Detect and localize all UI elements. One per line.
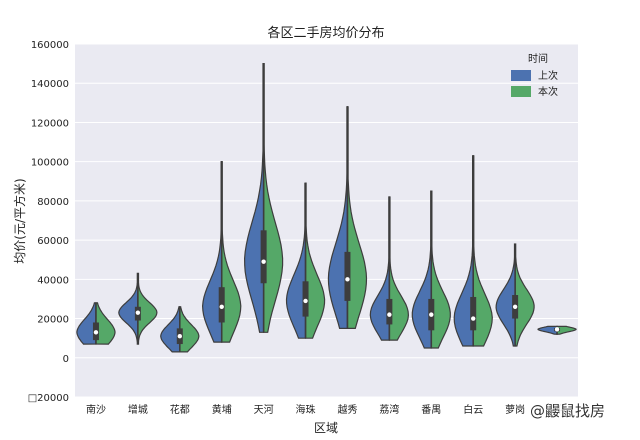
violins — [76, 62, 577, 353]
violin-median — [135, 310, 141, 315]
x-tick-label: 花都 — [170, 403, 190, 416]
x-tick-label: 南沙 — [86, 403, 106, 416]
y-tick-label: 40000 — [37, 275, 69, 286]
legend: 时间 上次 本次 — [511, 52, 558, 98]
x-tick-label: 荔湾 — [379, 403, 399, 416]
y-tick-label: □20000 — [28, 393, 69, 404]
x-tick-label: 天河 — [254, 404, 274, 416]
violin-median — [303, 298, 308, 304]
legend-swatch-curr — [511, 86, 531, 97]
violin-iqr-box — [260, 230, 267, 284]
violin-half-prev — [76, 302, 97, 345]
x-tick-label: 白云 — [463, 403, 483, 416]
x-tick-labels: 南沙增城花都黄埔天河海珠越秀荔湾番禺白云萝岗从化 — [86, 403, 567, 416]
x-tick-label: 越秀 — [337, 403, 357, 416]
violin-median — [177, 334, 182, 339]
y-tick-label: 20000 — [37, 315, 69, 326]
violin-median — [261, 259, 266, 264]
y-axis-label: 均价(元/平方米) — [12, 178, 27, 263]
violin-iqr-box — [386, 298, 393, 325]
plot-background — [75, 44, 578, 397]
y-tick-label: 80000 — [37, 197, 69, 208]
legend-title: 时间 — [528, 52, 548, 65]
violin-median — [429, 312, 434, 317]
watermark: @鼹鼠找房 — [528, 400, 608, 421]
violin-median — [93, 330, 99, 335]
violin-median — [219, 304, 224, 309]
watermark-text: 鼹鼠找房 — [545, 402, 606, 420]
y-tick-labels: □20000 0 20000 40000 60000 80000 100000 120000 1… — [28, 40, 69, 404]
legend-label-curr: 本次 — [538, 85, 558, 98]
x-tick-label: 黄埔 — [212, 403, 232, 416]
violin-median — [387, 312, 392, 317]
violin-median — [554, 327, 560, 332]
violin-iqr-box — [344, 251, 351, 301]
x-tick-label: 萝岗 — [505, 404, 525, 416]
y-tick-label: 160000 — [31, 40, 69, 51]
violin-median — [512, 304, 518, 309]
y-tick-label: 0 — [63, 354, 69, 365]
x-tick-label: 增城 — [128, 403, 148, 416]
violin-median — [471, 316, 476, 321]
y-tick-label: 140000 — [31, 79, 69, 90]
x-tick-label: 海珠 — [296, 403, 316, 416]
x-tick-label: 番禺 — [421, 404, 441, 416]
y-tick-label: 100000 — [31, 158, 69, 169]
y-tick-label: 120000 — [31, 118, 69, 129]
violin-iqr-box — [470, 296, 477, 331]
violin-half-curr — [556, 325, 577, 335]
x-axis-label: 区域 — [314, 421, 338, 435]
violin-half-curr — [179, 306, 200, 353]
legend-label-prev: 上次 — [538, 69, 558, 82]
chart-title: 各区二手房均价分布 — [267, 25, 384, 41]
grid-lines — [75, 43, 578, 398]
violin-half-prev — [537, 325, 558, 335]
y-tick-label: 60000 — [37, 236, 69, 247]
violin-median — [345, 277, 350, 282]
legend-swatch-prev — [511, 70, 531, 81]
violin-half-prev — [160, 306, 181, 353]
violin-half-curr — [95, 302, 116, 345]
